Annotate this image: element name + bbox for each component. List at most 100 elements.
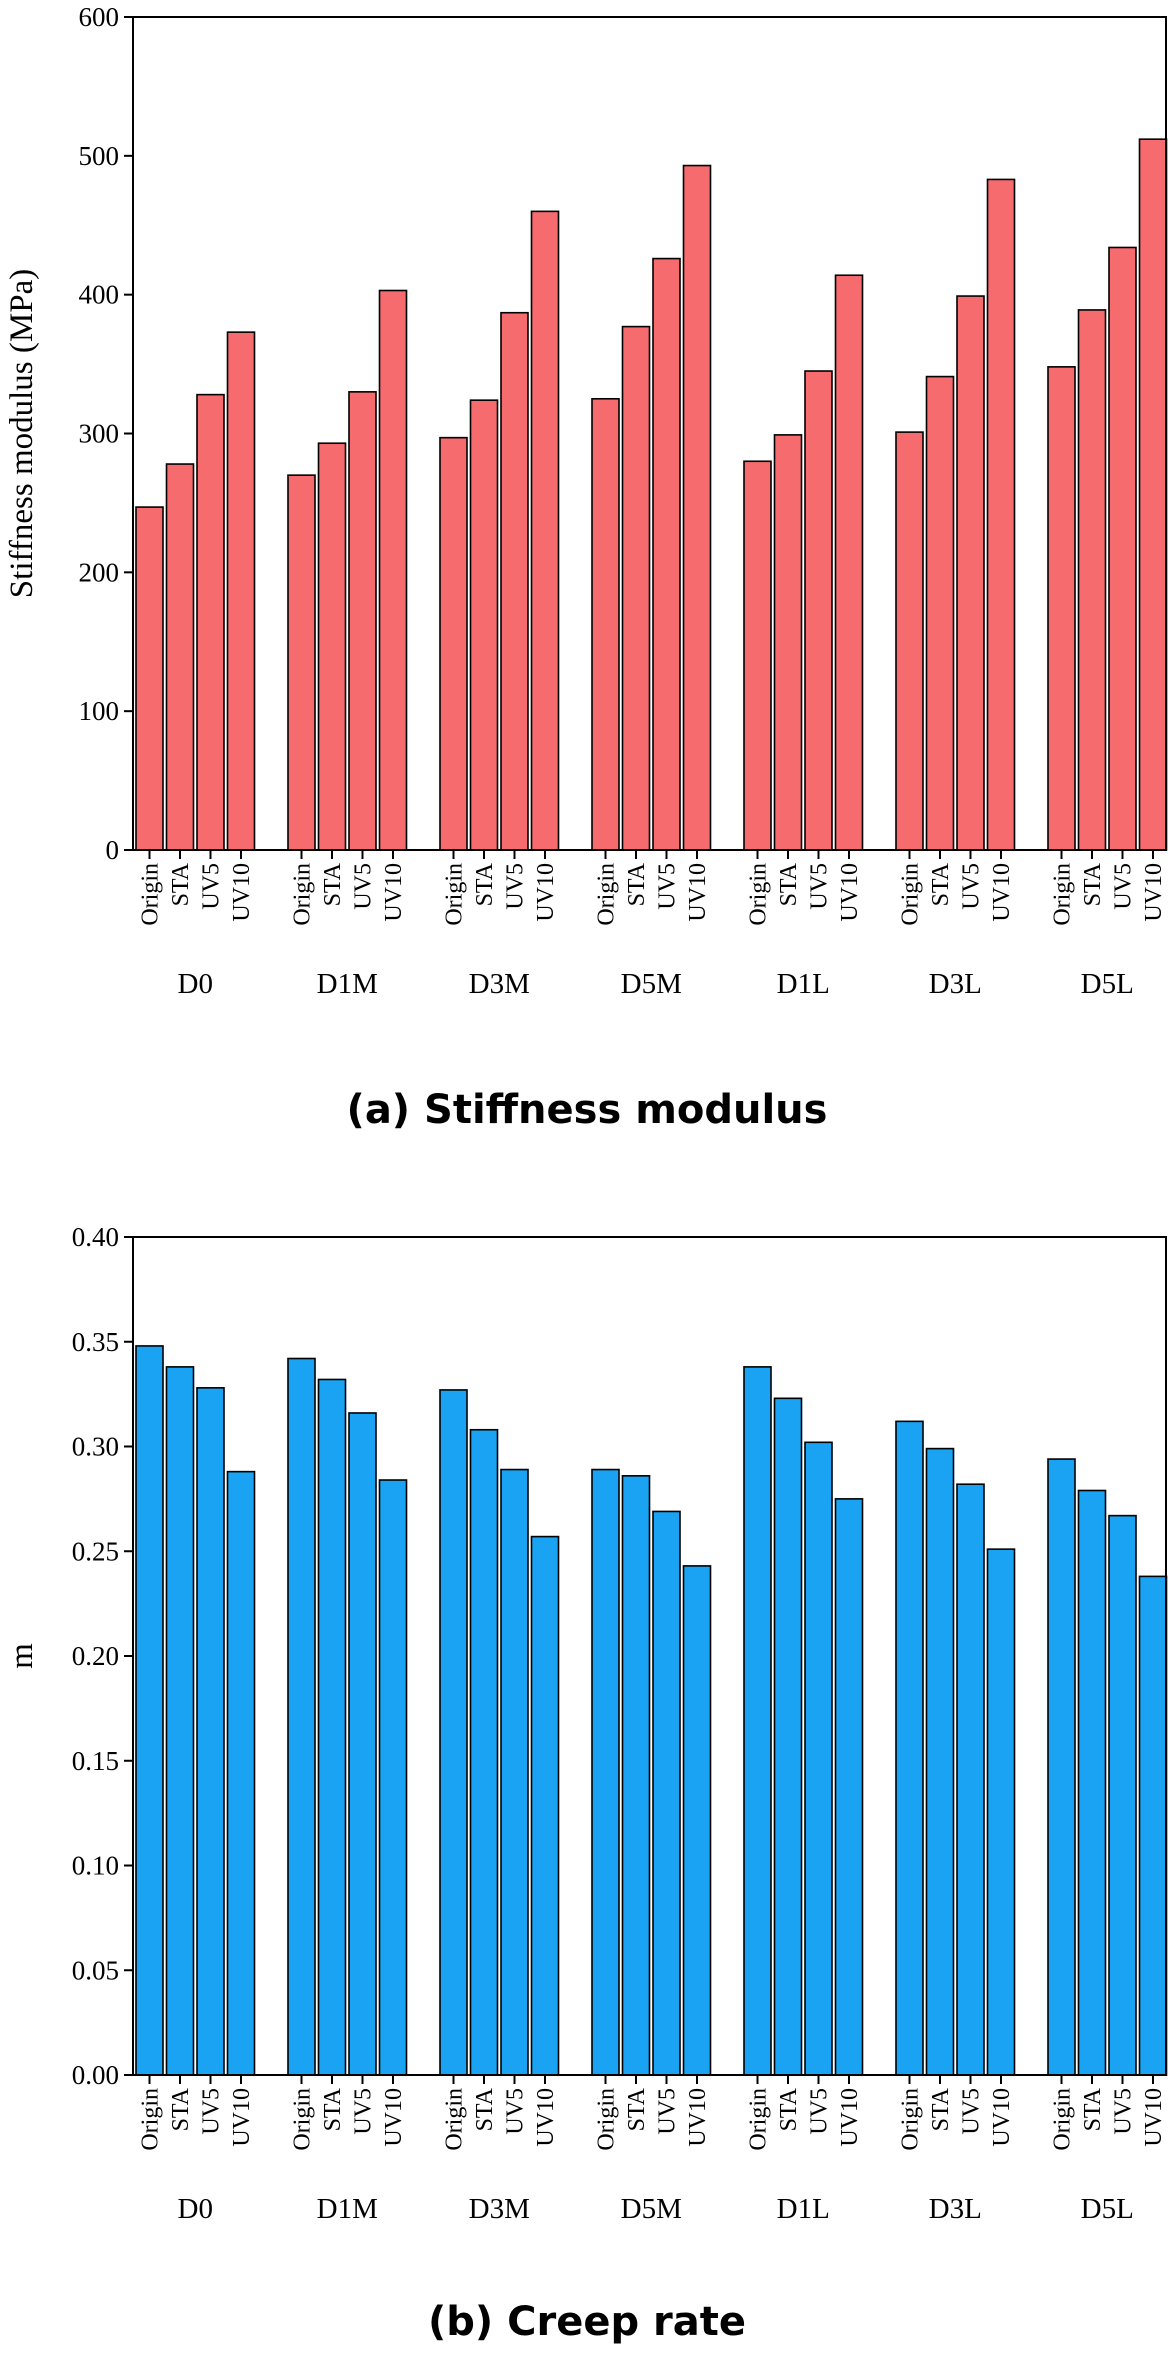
bar-d3l-sta	[925, 1447, 955, 2076]
bar-d5l-sta	[1077, 1489, 1107, 2076]
group-label-d1m: D1M	[317, 968, 378, 1000]
group-label-d1l: D1L	[777, 968, 830, 1000]
bar-d0-origin	[135, 1345, 164, 2076]
x-category-label: STA	[624, 2087, 650, 2131]
y-tick-label: 200	[79, 557, 120, 587]
bar-d1l-origin	[743, 460, 772, 851]
bar-d1m-origin	[287, 474, 316, 851]
x-category-label: STA	[928, 862, 954, 906]
x-category-label: UV10	[1141, 2088, 1167, 2147]
bar-d5m-origin	[591, 1468, 620, 2076]
group-label-d3l: D3L	[929, 968, 982, 1000]
y-tick-label: 400	[79, 280, 120, 310]
x-category-label: STA	[1080, 862, 1106, 906]
bar-d3l-uv10	[986, 1548, 1016, 2076]
bar-d1m-origin	[287, 1357, 316, 2076]
x-category-label: UV10	[1141, 863, 1167, 922]
x-category-label: STA	[776, 862, 802, 906]
bar-d5l-uv5	[1108, 246, 1137, 851]
x-category-label: STA	[168, 2087, 194, 2131]
bar-d3m-uv5	[500, 311, 529, 851]
x-category-label: STA	[320, 2087, 346, 2131]
bar-d0-uv5	[196, 1387, 225, 2076]
x-category-label: UV5	[655, 863, 681, 910]
x-category-label: UV5	[807, 2088, 833, 2135]
x-category-label: UV5	[807, 863, 833, 910]
bar-d0-uv10	[226, 1470, 256, 2076]
bar-d1m-uv10	[378, 289, 408, 851]
bar-d0-origin	[135, 506, 164, 851]
bar-d1l-uv5	[804, 1441, 833, 2076]
x-category-label: UV5	[351, 863, 377, 910]
y-tick-label: 0.00	[72, 2060, 119, 2090]
x-category-label: UV10	[381, 2088, 407, 2147]
x-category-label: UV10	[533, 863, 559, 922]
x-category-label: UV5	[503, 863, 529, 910]
x-category-label: Origin	[290, 2088, 316, 2151]
x-category-label: Origin	[442, 2088, 468, 2151]
bar-d1m-sta	[317, 442, 347, 851]
x-category-label: Origin	[442, 863, 468, 926]
bar-d0-uv5	[196, 393, 225, 851]
x-category-label: UV5	[959, 2088, 985, 2135]
bar-d3m-sta	[469, 399, 499, 851]
x-category-label: Origin	[138, 2088, 164, 2151]
bar-d3m-origin	[439, 436, 468, 851]
x-category-label: Origin	[138, 863, 164, 926]
x-category-label: UV10	[533, 2088, 559, 2147]
y-axis-title: Stiffness modulus (MPa)	[4, 269, 40, 598]
group-label-d3m: D3M	[469, 2193, 530, 2225]
x-category-label: UV5	[199, 863, 225, 910]
x-category-label: STA	[776, 2087, 802, 2131]
y-tick-label: 300	[79, 419, 120, 449]
bar-d3l-sta	[925, 375, 955, 851]
bar-d5l-origin	[1047, 1458, 1076, 2076]
x-category-label: UV5	[1111, 863, 1137, 910]
group-label-d5l: D5L	[1081, 2193, 1134, 2225]
bar-d5m-uv10	[682, 1565, 712, 2076]
x-category-label: STA	[624, 862, 650, 906]
x-category-label: UV5	[1111, 2088, 1137, 2135]
bar-d1m-uv10	[378, 1479, 408, 2076]
bar-d3l-uv5	[956, 1483, 985, 2076]
bar-d0-uv10	[226, 331, 256, 851]
x-category-label: STA	[472, 862, 498, 906]
y-tick-label: 0.10	[72, 1851, 119, 1881]
bar-d3m-uv10	[530, 1535, 560, 2076]
figure-caption: (a) Stiffness modulus	[347, 1087, 828, 1133]
x-category-label: Origin	[1050, 863, 1076, 926]
group-label-d3m: D3M	[469, 968, 530, 1000]
group-label-d5m: D5M	[621, 968, 682, 1000]
bar-d3l-origin	[895, 1420, 924, 2076]
bar-d5m-sta	[621, 325, 651, 851]
x-category-label: Origin	[290, 863, 316, 926]
group-label-d1l: D1L	[777, 2193, 830, 2225]
bar-d1l-uv10	[834, 274, 864, 851]
bar-d3m-uv5	[500, 1468, 529, 2076]
bar-d1l-uv10	[834, 1498, 864, 2076]
bar-d5l-origin	[1047, 366, 1076, 851]
x-category-label: UV10	[229, 2088, 255, 2147]
y-tick-label: 0	[106, 835, 120, 865]
bar-d5l-uv10	[1138, 138, 1168, 851]
x-category-label: Origin	[746, 863, 772, 926]
x-category-label: STA	[928, 2087, 954, 2131]
bar-d1m-uv5	[348, 1412, 377, 2076]
x-category-label: UV10	[229, 863, 255, 922]
y-tick-label: 100	[79, 696, 120, 726]
bar-d5m-uv10	[682, 164, 712, 851]
x-category-label: UV10	[989, 2088, 1015, 2147]
bar-d5l-uv10	[1138, 1575, 1168, 2076]
bar-d5l-sta	[1077, 309, 1107, 851]
bar-d5m-origin	[591, 397, 620, 851]
bar-d3m-origin	[439, 1389, 468, 2076]
bar-d3l-origin	[895, 431, 924, 851]
y-tick-label: 0.15	[72, 1746, 119, 1776]
bar-d0-sta	[165, 1366, 195, 2076]
bar-d1m-sta	[317, 1378, 347, 2076]
x-category-label: UV10	[989, 863, 1015, 922]
x-category-label: UV10	[685, 2088, 711, 2147]
x-category-label: UV5	[503, 2088, 529, 2135]
group-label-d5m: D5M	[621, 2193, 682, 2225]
bar-d1l-uv5	[804, 370, 833, 851]
